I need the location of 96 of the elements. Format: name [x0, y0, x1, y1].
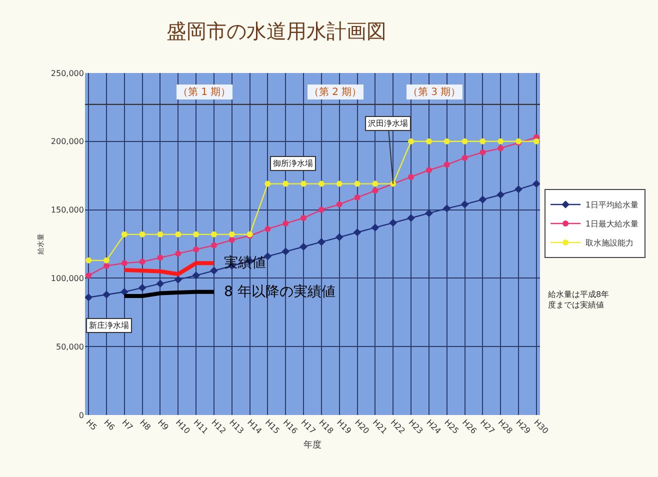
point — [407, 214, 415, 222]
y-tick-label: 0 — [78, 410, 84, 420]
point — [120, 288, 128, 296]
point — [514, 185, 522, 194]
point — [426, 138, 432, 144]
annotation: 沢田浄水場 — [368, 119, 408, 128]
point — [157, 254, 164, 261]
point — [444, 138, 450, 144]
point — [371, 224, 380, 232]
point — [480, 149, 486, 156]
annotation: （第 1 期） — [178, 86, 231, 98]
point — [210, 242, 217, 248]
y-tick-label: 200,000 — [50, 137, 84, 146]
point — [175, 231, 182, 238]
x-tick-label: H17 — [299, 418, 318, 436]
point — [462, 138, 468, 144]
point — [102, 290, 110, 299]
point — [533, 138, 540, 144]
x-tick-label: H27 — [478, 418, 496, 436]
point — [264, 226, 271, 232]
point — [121, 231, 128, 238]
point — [480, 138, 486, 144]
point — [210, 266, 218, 275]
point — [174, 276, 182, 284]
y-tick-label: 100,000 — [50, 274, 84, 283]
y-tick-label: 150,000 — [50, 206, 84, 215]
legend-label: 1日平均給水量 — [586, 200, 639, 210]
point — [104, 257, 110, 264]
line-series — [122, 261, 216, 276]
point — [318, 206, 324, 213]
point — [318, 180, 324, 187]
point — [228, 231, 235, 238]
chart-title: 盛岡市の水道用水計画図 — [166, 18, 386, 43]
legend-label: 1日最大給水量 — [586, 220, 639, 229]
point — [85, 293, 92, 302]
point — [282, 220, 289, 226]
point — [460, 200, 469, 208]
point — [264, 180, 271, 187]
point — [192, 272, 200, 280]
annotation: 新庄浄水場 — [89, 321, 129, 330]
annotation: 御所浄水場 — [273, 159, 313, 168]
point — [86, 272, 92, 278]
point — [389, 218, 398, 227]
point — [121, 260, 128, 266]
series-label: 実績値 — [224, 255, 266, 271]
point — [104, 262, 110, 269]
point — [318, 238, 326, 246]
text: 給水量は平成8年度までは実績値 — [547, 290, 610, 310]
y-tick-label: 50,000 — [56, 342, 84, 352]
point — [335, 233, 344, 242]
point — [300, 215, 307, 222]
point — [426, 167, 432, 174]
point — [408, 138, 414, 144]
point — [425, 209, 433, 218]
point — [282, 180, 289, 187]
point — [354, 194, 360, 200]
point — [210, 231, 217, 238]
point — [408, 174, 414, 180]
annotation: （第 2 期） — [309, 86, 362, 98]
annotation: （第 3 期） — [408, 86, 461, 98]
point — [300, 180, 307, 187]
x-axis-title: 年度 — [304, 440, 322, 450]
point — [282, 248, 290, 256]
point — [336, 201, 342, 208]
point — [462, 154, 468, 161]
point — [498, 145, 504, 152]
x-tick-label: H5 — [84, 418, 99, 432]
point — [86, 257, 92, 264]
point — [175, 250, 182, 257]
y-tick-label: 250,000 — [50, 68, 84, 78]
point — [157, 231, 164, 238]
x-tick-label: H9 — [156, 418, 170, 432]
point — [193, 246, 200, 252]
point — [496, 190, 504, 199]
point — [139, 258, 146, 265]
point — [138, 284, 146, 292]
point — [372, 180, 378, 187]
series-label: 8 年以降の実績値 — [224, 284, 336, 300]
point — [193, 231, 200, 238]
point — [444, 162, 450, 168]
legend-label: 取水施設能力 — [586, 238, 634, 248]
x-tick-label: H7 — [120, 418, 134, 432]
point — [354, 180, 360, 187]
point — [139, 231, 146, 238]
x-tick-label: H8 — [138, 418, 152, 432]
point — [336, 180, 342, 187]
point — [228, 236, 235, 243]
point — [532, 180, 540, 188]
point — [498, 138, 504, 144]
point — [442, 204, 451, 212]
point — [300, 242, 308, 251]
point — [372, 188, 378, 194]
x-tick-label: H6 — [102, 418, 116, 432]
point — [353, 228, 362, 236]
point — [156, 280, 164, 288]
point — [478, 196, 487, 204]
